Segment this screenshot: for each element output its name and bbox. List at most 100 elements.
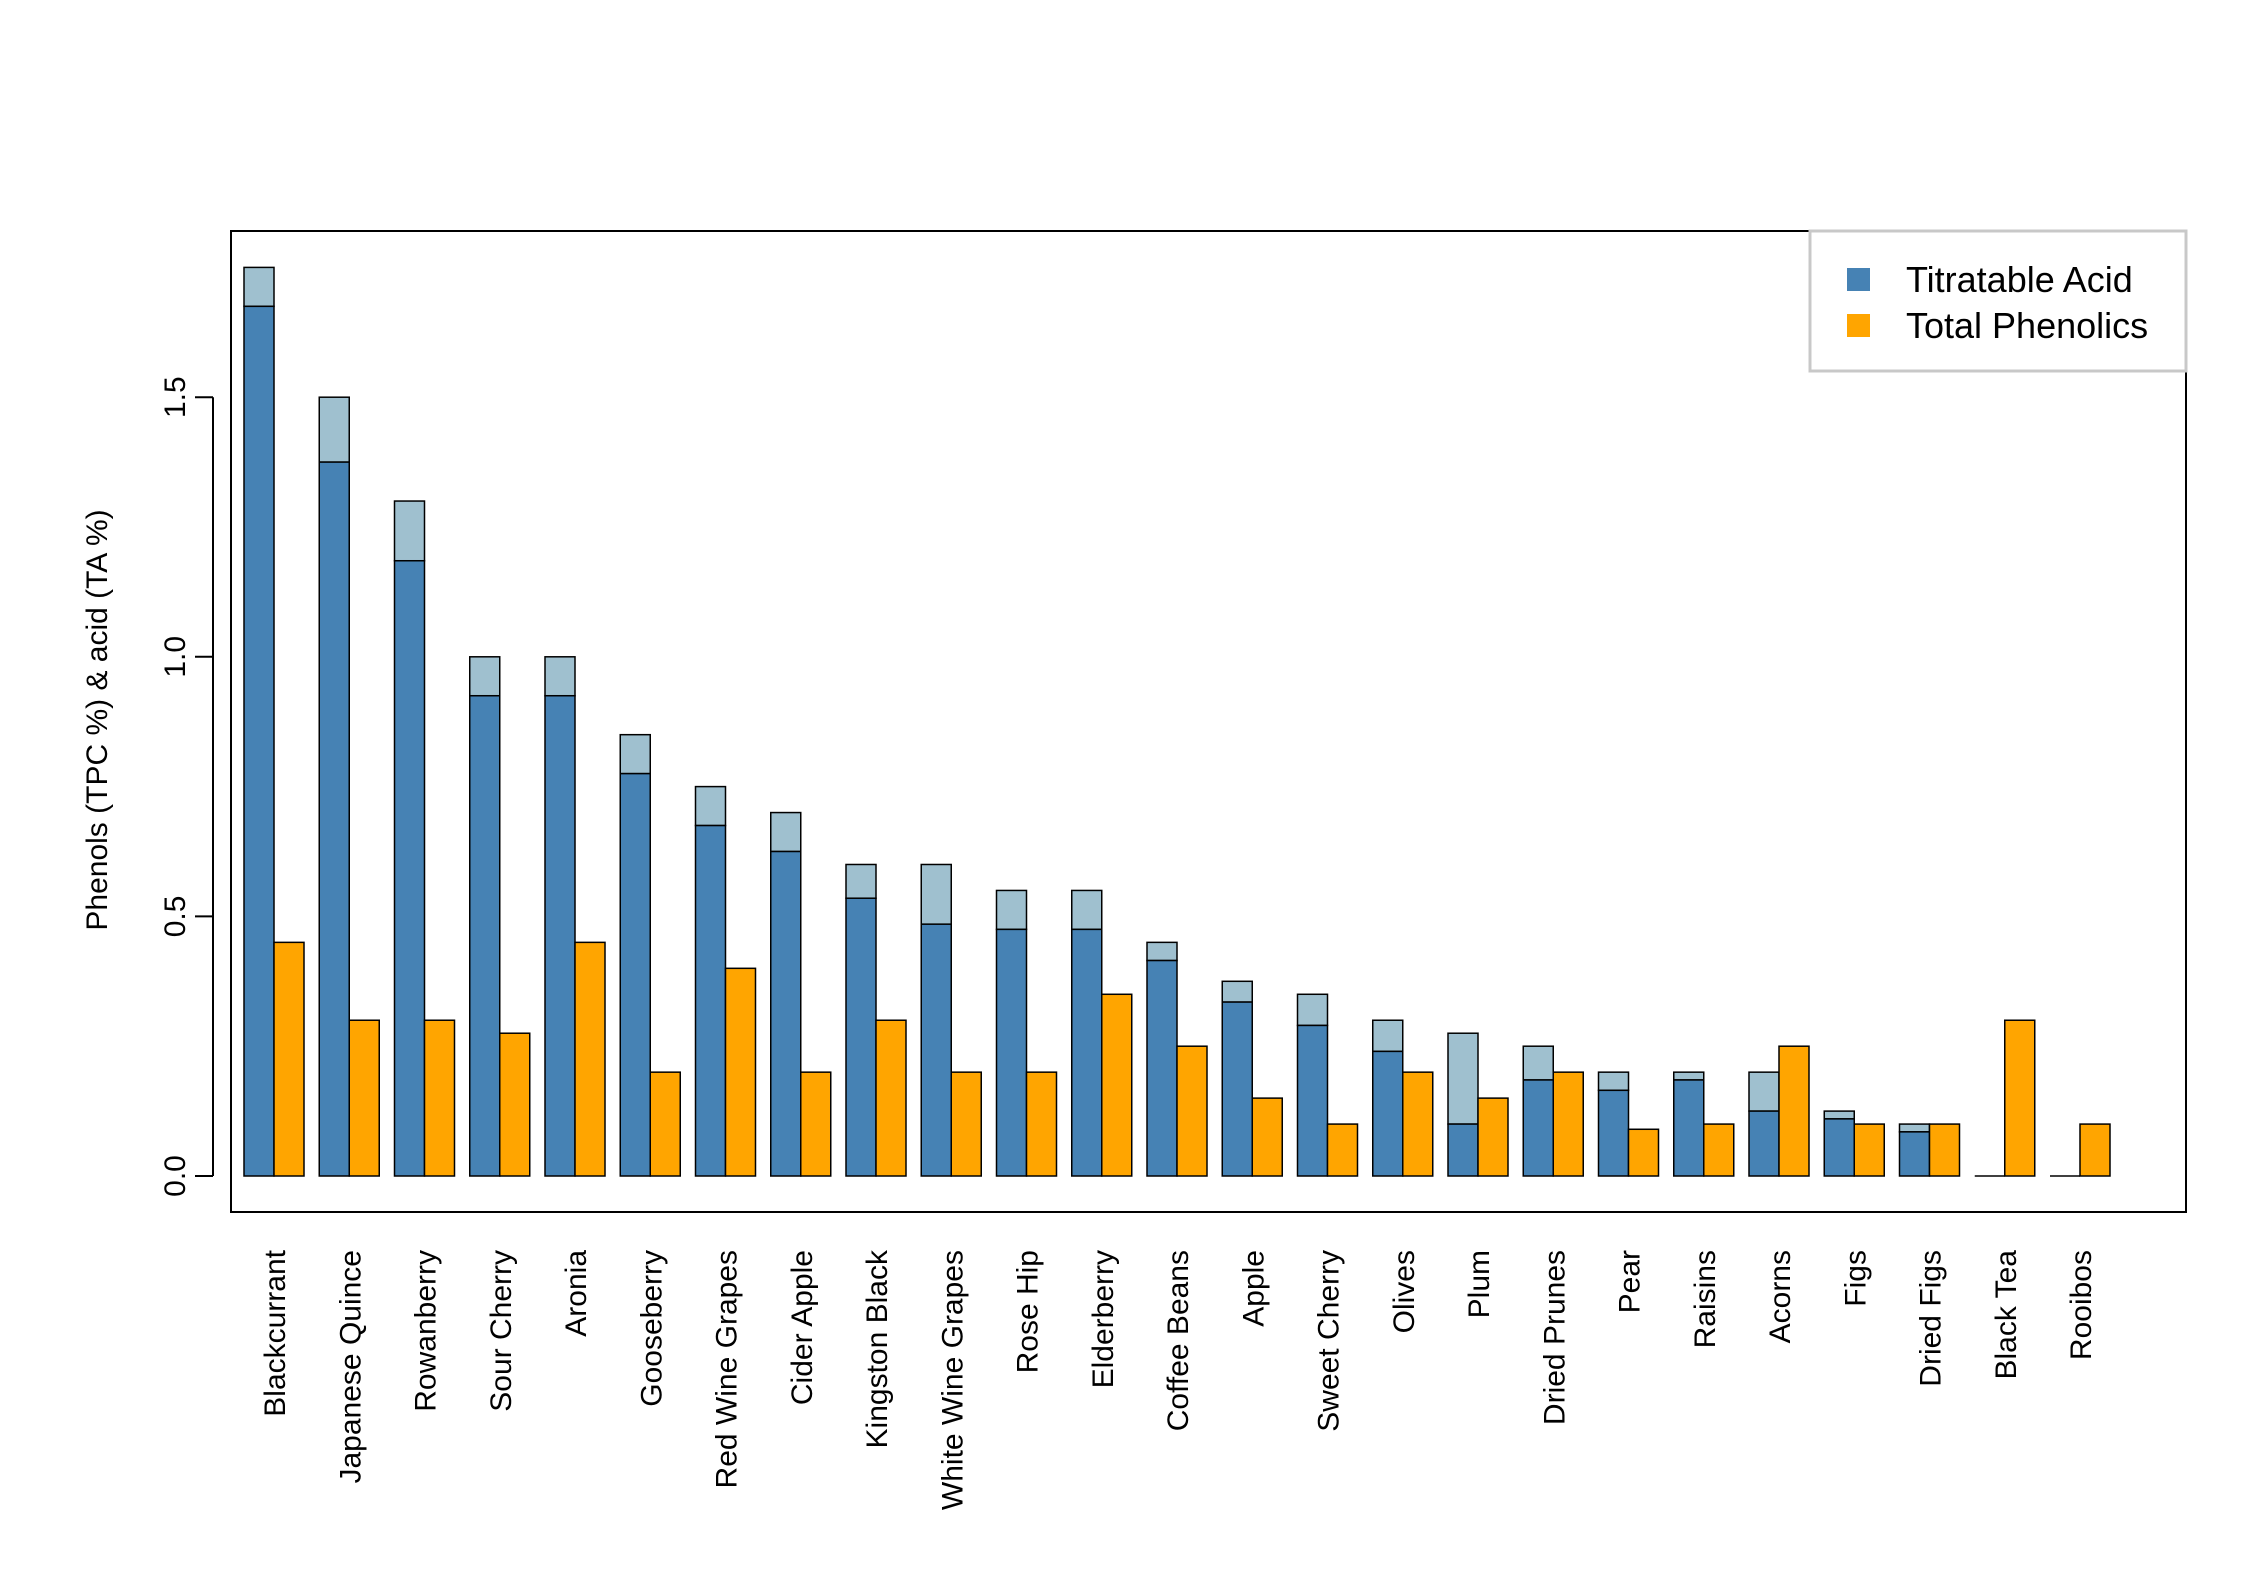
bar-phenolics-sour-cherry <box>499 1032 531 1177</box>
bar-acid-range-coffee-beans <box>1146 941 1178 962</box>
category-label-pear: Pear <box>1614 1250 1647 1313</box>
category-label-olives: Olives <box>1388 1250 1421 1333</box>
bar-acid-apple <box>1221 1001 1253 1177</box>
bar-phenolics-acorns <box>1778 1045 1810 1177</box>
bar-phenolics-raisins <box>1703 1123 1735 1177</box>
bar-acid-range-sweet-cherry <box>1296 993 1329 1027</box>
category-labels: Blackcurrant Japanese Quince Rowanberry Sou… <box>259 1249 2098 1510</box>
bar-phenolics-japanese-quince <box>348 1019 380 1177</box>
category-label-kingston-black: Kingston Black <box>861 1249 894 1448</box>
bar-phenolics-rooibos <box>2079 1123 2111 1177</box>
y-tick-label: 1.5 <box>159 376 192 418</box>
bar-acid-range-rose-hip <box>995 889 1028 931</box>
bar-phenolics-olives <box>1402 1071 1434 1177</box>
legend-swatch-titratable-acid <box>1847 268 1870 291</box>
category-label-rose-hip: Rose Hip <box>1012 1250 1045 1373</box>
bar-acid-aronia <box>544 694 576 1177</box>
bar-phenolics-dried-prunes <box>1552 1071 1584 1177</box>
category-label-dried-prunes: Dried Prunes <box>1538 1250 1571 1425</box>
bar-acid-range-red-wine-grapes <box>694 785 727 827</box>
legend-label-total-phenolics: Total Phenolics <box>1906 305 2148 346</box>
category-label-raisins: Raisins <box>1689 1250 1722 1348</box>
bar-phenolics-coffee-beans <box>1176 1045 1208 1177</box>
legend-box <box>1808 229 2188 373</box>
category-label-japanese-quince: Japanese Quince <box>334 1250 367 1484</box>
bar-acid-range-plum <box>1447 1032 1479 1125</box>
bar-phenolics-cider-apple <box>800 1071 832 1177</box>
bar-phenolics-blackcurrant <box>273 941 305 1177</box>
bar-acid-range-cider-apple <box>770 811 802 853</box>
category-label-elderberry: Elderberry <box>1087 1250 1120 1388</box>
bar-acid-raisins <box>1673 1079 1705 1177</box>
category-label-red-wine-grapes: Red Wine Grapes <box>711 1250 744 1488</box>
category-label-sweet-cherry: Sweet Cherry <box>1313 1250 1346 1432</box>
bar-acid-plum <box>1447 1123 1479 1177</box>
y-axis: 0.0 0.5 1.0 1.5 <box>159 376 214 1197</box>
bar-phenolics-white-wine-grapes <box>950 1071 982 1177</box>
category-label-figs: Figs <box>1839 1250 1872 1307</box>
bar-acid-blackcurrant <box>243 305 275 1177</box>
bar-acid-range-elderberry <box>1071 889 1103 931</box>
bar-phenolics-dried-figs <box>1928 1123 1961 1177</box>
bar-phenolics-aronia <box>574 941 606 1177</box>
category-label-cider-apple: Cider Apple <box>786 1250 819 1405</box>
category-label-blackcurrant: Blackcurrant <box>259 1249 292 1416</box>
bar-acid-dried-figs <box>1898 1131 1931 1177</box>
bar-acid-rose-hip <box>995 928 1028 1177</box>
bar-acid-range-blackcurrant <box>243 266 275 308</box>
bar-phenolics-pear <box>1627 1128 1660 1177</box>
bar-phenolics-figs <box>1853 1123 1885 1177</box>
bar-acid-sour-cherry <box>469 694 501 1177</box>
bar-acid-elderberry <box>1071 928 1103 1177</box>
bar-acid-gooseberry <box>619 772 651 1177</box>
category-label-dried-figs: Dried Figs <box>1915 1250 1948 1387</box>
category-label-aronia: Aronia <box>560 1250 593 1337</box>
category-label-acorns: Acorns <box>1764 1250 1797 1343</box>
bar-acid-coffee-beans <box>1146 959 1178 1177</box>
bars <box>243 266 2111 1177</box>
bar-acid-range-dried-prunes <box>1522 1045 1554 1081</box>
bar-acid-range-rowanberry <box>393 500 426 562</box>
y-tick-label: 0.0 <box>159 1155 192 1197</box>
y-tick-label: 1.0 <box>159 636 192 678</box>
bar-phenolics-plum <box>1477 1097 1509 1177</box>
category-label-gooseberry: Gooseberry <box>635 1250 668 1407</box>
category-label-sour-cherry: Sour Cherry <box>485 1250 518 1412</box>
bar-acid-range-acorns <box>1748 1071 1780 1112</box>
category-label-plum: Plum <box>1463 1250 1496 1318</box>
bar-phenolics-apple <box>1251 1097 1283 1177</box>
bar-acid-range-japanese-quince <box>318 396 350 463</box>
bar-acid-japanese-quince <box>318 461 350 1177</box>
category-label-white-wine-grapes: White Wine Grapes <box>936 1250 969 1510</box>
bar-acid-olives <box>1372 1050 1404 1177</box>
legend: Titratable Acid Total Phenolics <box>1808 229 2188 373</box>
bar-acid-sweet-cherry <box>1296 1024 1329 1177</box>
bar-acid-kingston-black <box>845 897 877 1177</box>
plot-frame <box>230 230 2187 1213</box>
category-label-rooibos: Rooibos <box>2065 1250 2098 1360</box>
bar-phenolics-red-wine-grapes <box>724 967 757 1177</box>
bar-acid-dried-prunes <box>1522 1079 1554 1177</box>
bar-acid-range-pear <box>1597 1071 1630 1092</box>
bar-acid-range-figs <box>1823 1110 1855 1120</box>
bar-acid-range-aronia <box>544 656 576 697</box>
bar-phenolics-rose-hip <box>1025 1071 1058 1177</box>
bar-phenolics-elderberry <box>1101 993 1133 1177</box>
bar-acid-pear <box>1597 1089 1630 1177</box>
bar-acid-range-raisins <box>1673 1071 1705 1081</box>
legend-swatch-total-phenolics <box>1847 314 1870 337</box>
bar-acid-cider-apple <box>770 850 802 1177</box>
category-label-black-tea: Black Tea <box>1990 1250 2023 1380</box>
bar-acid-range-apple <box>1221 980 1253 1003</box>
bar-acid-red-wine-grapes <box>694 824 727 1177</box>
bar-acid-range-dried-figs <box>1898 1123 1931 1133</box>
bar-acid-range-kingston-black <box>845 863 877 899</box>
bar-acid-figs <box>1823 1118 1855 1177</box>
bar-acid-rowanberry <box>393 559 426 1177</box>
category-label-rowanberry: Rowanberry <box>410 1250 443 1412</box>
bar-acid-range-gooseberry <box>619 733 651 775</box>
legend-label-titratable-acid: Titratable Acid <box>1906 259 2133 300</box>
bar-phenolics-gooseberry <box>649 1071 681 1177</box>
bar-phenolics-kingston-black <box>875 1019 907 1177</box>
